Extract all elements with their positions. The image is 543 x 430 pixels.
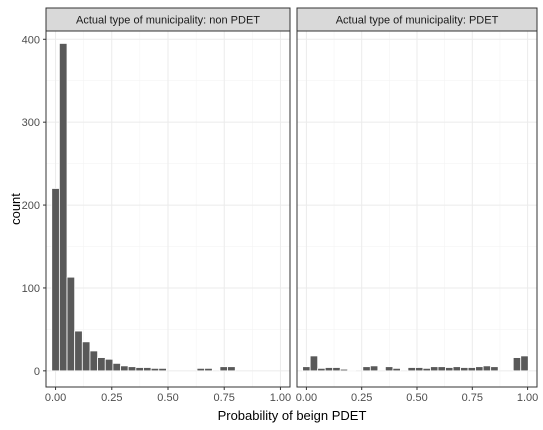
histogram-bar — [512, 357, 522, 372]
facet-panel-pdet: Actual type of municipality: PDET 0.00 0.… — [296, 7, 538, 404]
histogram-bar — [97, 357, 106, 372]
facet-panel-non-pdet: Actual type of municipality: non PDET 0.… — [45, 7, 291, 404]
histogram-bar — [324, 367, 334, 372]
histogram-bar — [51, 188, 60, 372]
x-tick-label: 1.00 — [517, 392, 538, 404]
histogram-bar — [104, 358, 114, 372]
gridlines — [46, 31, 290, 387]
histogram-bar — [339, 368, 349, 372]
x-tick-label: 0.50 — [406, 392, 427, 404]
histogram-bar — [437, 366, 446, 372]
histogram-bar — [467, 367, 477, 372]
x-tick-label: 0.25 — [101, 392, 122, 404]
strip-label: Actual type of municipality: non PDET — [76, 15, 260, 27]
histogram-bar — [415, 367, 424, 372]
histogram-bar — [74, 330, 83, 372]
histogram-bar — [490, 366, 499, 372]
histogram-bar — [407, 367, 416, 372]
x-tick-label: 0.75 — [214, 392, 235, 404]
bars — [51, 43, 236, 372]
x-tick-label: 1.00 — [270, 392, 291, 404]
histogram-bar — [150, 367, 160, 372]
histogram-bar — [112, 362, 121, 372]
histogram-bar — [89, 350, 99, 372]
histogram-bar — [347, 369, 356, 372]
histogram-bar — [452, 366, 461, 372]
strip-background — [45, 7, 291, 32]
histogram-bar — [460, 367, 469, 372]
bars — [302, 355, 529, 372]
y-tick-label: 200 — [22, 200, 40, 212]
x-tick-label: 0.00 — [45, 392, 66, 404]
y-tick-label: 0 — [34, 366, 40, 378]
histogram-bar — [158, 367, 167, 372]
histogram-bar — [143, 367, 152, 372]
histogram-bar — [135, 367, 144, 372]
histogram-bar — [81, 341, 91, 372]
histogram-bar — [302, 366, 311, 372]
x-tick-label: 0.00 — [296, 392, 317, 404]
histogram-bar — [204, 367, 213, 372]
histogram-bar — [392, 367, 401, 372]
x-tick-label: 0.25 — [351, 392, 372, 404]
histogram-bar — [422, 367, 431, 372]
histogram-bar — [520, 355, 529, 372]
histogram-bar — [317, 367, 326, 372]
histogram-bar — [384, 366, 394, 372]
y-axis: 0 100 200 300 400 — [22, 34, 46, 378]
histogram-bar — [66, 276, 76, 372]
histogram-bar — [58, 43, 68, 372]
strip-background — [296, 7, 538, 32]
y-tick-label: 100 — [22, 283, 40, 295]
x-tick-label: 0.75 — [462, 392, 483, 404]
histogram-bar — [430, 366, 439, 372]
histogram-bar — [309, 355, 319, 372]
histogram-bar — [369, 365, 379, 372]
x-tick-label: 0.50 — [157, 392, 178, 404]
histogram-bar — [227, 366, 236, 372]
histogram-bar — [475, 366, 484, 372]
histogram-bar — [196, 367, 206, 372]
histogram-bar — [120, 365, 129, 372]
x-axis-ticks: 0.00 0.25 0.50 0.75 1.00 — [296, 387, 538, 404]
histogram-bar — [445, 367, 454, 372]
histogram-bar — [332, 367, 341, 372]
y-tick-label: 400 — [22, 34, 40, 46]
x-axis-title: Probability of beign PDET — [218, 408, 367, 423]
histogram-bar — [127, 366, 137, 372]
strip-label: Actual type of municipality: PDET — [336, 15, 499, 27]
y-axis-title: count — [8, 193, 23, 225]
x-axis-ticks: 0.00 0.25 0.50 0.75 1.00 — [45, 387, 291, 404]
histogram-bar — [482, 365, 492, 372]
gridlines — [297, 31, 537, 387]
histogram-bar — [362, 366, 371, 372]
histogram-bar — [219, 366, 228, 372]
y-tick-label: 300 — [22, 117, 40, 129]
